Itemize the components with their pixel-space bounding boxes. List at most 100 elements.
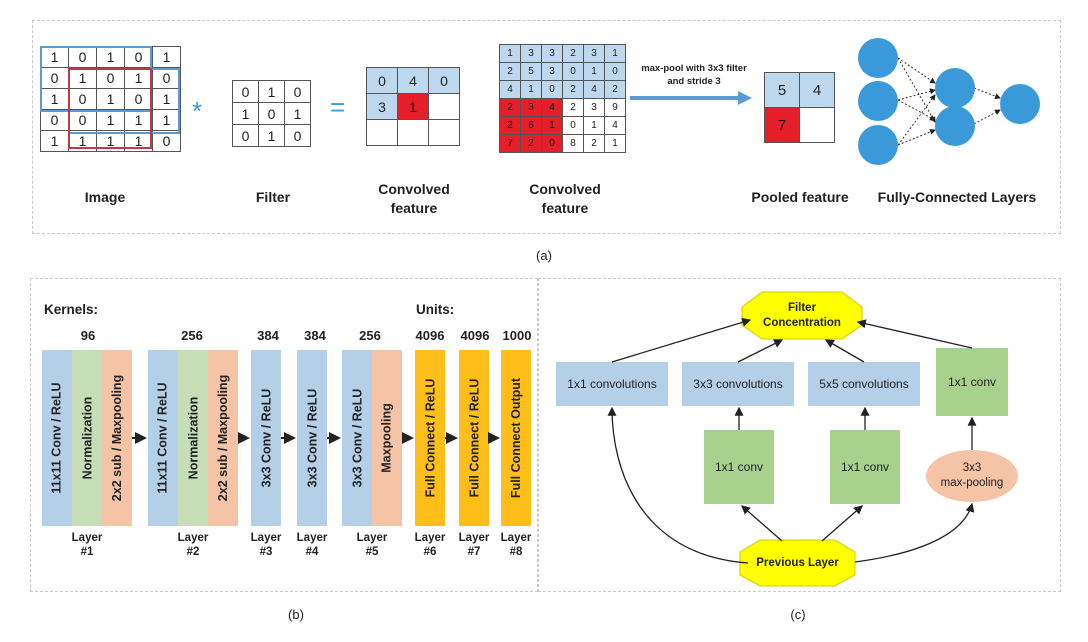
layer-label-5: Layer #5 [352,531,392,559]
conv-3x3-box: 3x3 convolutions [682,362,794,406]
layer8-fc-box: Full Connect Output [501,350,531,526]
convolved-feature-big-label-line1: Convolved [529,181,601,197]
grid-cell: 5 [764,72,800,108]
grid-cell: 0 [284,124,311,147]
conv-1x1-after-pool-box: 1x1 conv [936,348,1008,416]
grid-cell: 2 [562,80,584,99]
fc-neuron [858,38,898,78]
layer1-conv-box: 11x11 Conv / ReLU [42,350,72,526]
layer3-conv-box: 3x3 Conv / ReLU [251,350,281,526]
layer-num-3: #3 [259,546,273,558]
filter-label: Filter [255,189,291,205]
image-label: Image [84,189,126,205]
grid-cell: 1 [397,93,429,120]
layer7-fc-box: Full Connect / ReLU [459,350,489,526]
previous-layer-label: Previous Layer [756,557,839,569]
panel-b-frame [30,278,538,592]
conv-1x1-box: 1x1 convolutions [556,362,668,406]
grid-cell: 2 [562,44,584,63]
filter-concatenation-label: Filter Concentration [742,292,862,339]
grid-cell: 0 [562,62,584,81]
grid-cell: 1 [604,134,626,153]
kernels-label: Kernels: [44,302,99,317]
unit-count-6: 4096 [415,328,445,343]
grid-cell: 2 [583,134,605,153]
layer-word-3: Layer [250,532,282,544]
conv-1x1-reduce-3x3-box: 1x1 conv [704,430,774,504]
filter-concatenation-line2: Concentration [763,316,841,329]
grid-cell: 2 [499,62,521,81]
layer-word-8: Layer [500,532,532,544]
layer4-conv-box: 3x3 Conv / ReLU [297,350,327,526]
layer5-pool-box: Maxpooling [372,350,402,526]
previous-layer-octagon [739,539,856,587]
layer2-norm-box: Normalization [178,350,208,526]
kernel-count-5: 256 [359,328,381,343]
layer-word-4: Layer [296,532,328,544]
panel-a-frame [32,20,1061,234]
fc-neuron [858,81,898,121]
layer-num-8: #8 [509,546,523,558]
maxpool-description-line2: and stride 3 [667,76,721,87]
panel-c-frame [538,278,1061,592]
layer-word-5: Layer [356,532,388,544]
grid-cell: 0 [541,134,563,153]
layer2-conv-box: 11x11 Conv / ReLU [148,350,178,526]
grid-cell [428,93,460,120]
grid-cell: 0 [541,80,563,99]
layer6-fc-box: Full Connect / ReLU [415,350,445,526]
layer1-norm-box: Normalization [72,350,102,526]
grid-cell: 3 [520,98,542,117]
layer-num-2: #2 [186,546,200,558]
grid-cell: 3 [541,62,563,81]
conv-5x5-box: 5x5 convolutions [808,362,920,406]
maxpool-description-line1: max-pool with 3x3 filter [641,63,747,74]
layer-num-1: #1 [80,546,94,558]
grid-cell: 4 [604,116,626,135]
convolved-feature-label: Convolved feature [366,180,462,218]
layer-label-6: Layer #6 [410,531,450,559]
grid-cell [366,119,398,146]
layer-word-6: Layer [414,532,446,544]
grid-cell: 0 [152,130,181,152]
grid-cell: 2 [604,80,626,99]
grid-cell [428,119,460,146]
kernel-count-3: 384 [257,328,279,343]
grid-row [366,119,460,146]
layer-label-2: Layer #2 [173,531,213,559]
grid-cell: 0 [428,67,460,94]
panel-c-caption: (c) [790,607,806,622]
filter-concatenation-line1: Filter [787,301,817,314]
pooled-feature-label: Pooled feature [751,189,849,205]
grid-cell: 3 [541,44,563,63]
fc-neuron [858,125,898,165]
maxpool-description: max-pool with 3x3 filter and stride 3 [630,62,758,88]
grid-cell: 0 [366,67,398,94]
layer-num-7: #7 [467,546,481,558]
layer-label-3: Layer #3 [246,531,286,559]
layer-label-4: Layer #4 [292,531,332,559]
panel-b-caption: (b) [288,607,304,622]
kernel-count-4: 384 [304,328,326,343]
grid-cell: 7 [764,107,800,143]
layer1-pool-box: 2x2 sub / Maxpooling [102,350,132,526]
fully-connected-label: Fully-Connected Layers [877,189,1037,205]
grid-cell: 2 [499,98,521,117]
grid-cell: 7 [499,134,521,153]
